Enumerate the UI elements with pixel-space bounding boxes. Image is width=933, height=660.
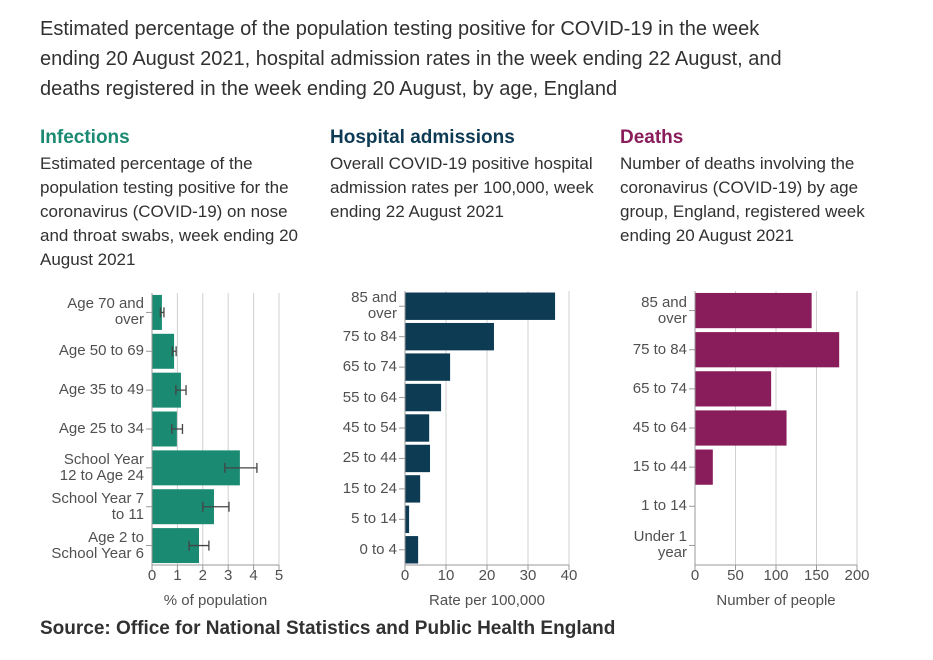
bar <box>695 449 713 485</box>
x-axis-label: % of population <box>164 592 267 609</box>
x-tick-label: 2 <box>199 567 207 584</box>
bar <box>405 536 419 564</box>
x-tick-label: 4 <box>249 567 257 584</box>
panel-title: Infections <box>40 127 130 148</box>
y-tick-label: 75 to 84 <box>632 340 687 358</box>
bar <box>695 410 787 446</box>
y-tick-label: 45 to 54 <box>342 419 397 436</box>
x-tick-label: 0 <box>691 567 699 584</box>
bar <box>695 292 812 329</box>
panel-subtitle: Estimated percentage of the population t… <box>40 154 299 269</box>
bar <box>405 353 451 381</box>
y-tick-label: 75 to 84 <box>342 327 397 345</box>
error-bar <box>175 385 187 396</box>
bar <box>152 294 162 330</box>
panel-title: Deaths <box>620 127 684 148</box>
y-tick-label: 5 to 14 <box>351 510 397 528</box>
panel-subtitle: Number of deaths involving the coronavir… <box>620 154 865 245</box>
x-tick-label: 3 <box>224 567 232 584</box>
error-bar <box>202 501 230 512</box>
y-tick-label: 85 and over <box>641 293 687 327</box>
y-tick-label: 65 to 74 <box>632 379 687 397</box>
y-tick-label: 15 to 44 <box>632 458 687 476</box>
panel-title: Hospital admissions <box>330 127 515 148</box>
x-tick-label: 10 <box>438 567 455 584</box>
x-tick-label: 0 <box>401 567 409 584</box>
error-bar <box>159 307 165 318</box>
error-bar <box>224 462 258 473</box>
y-tick-label: Age 50 to 69 <box>58 342 144 360</box>
y-tick-label: 0 to 4 <box>359 540 397 558</box>
bar <box>152 333 175 369</box>
x-axis-label: Rate per 100,000 <box>429 592 545 609</box>
bar <box>405 322 494 351</box>
x-tick-label: 1 <box>173 567 181 584</box>
figure-title: Estimated percentage of the population t… <box>40 18 782 100</box>
x-tick-label: 30 <box>520 567 537 584</box>
x-tick-label: 40 <box>561 567 578 584</box>
y-tick-label: 45 to 64 <box>632 419 687 436</box>
y-tick-label: 65 to 74 <box>342 358 397 376</box>
error-bar <box>188 540 210 551</box>
bar <box>405 444 431 473</box>
y-tick-label: School Year 12 to Age 24 <box>59 450 144 484</box>
x-tick-label: 200 <box>844 567 869 584</box>
bar <box>695 332 840 368</box>
bar <box>695 371 772 407</box>
y-tick-label: 55 to 64 <box>342 388 397 406</box>
y-tick-label: Age 70 and over <box>67 295 144 329</box>
error-bar <box>171 346 177 357</box>
x-tick-label: 5 <box>275 567 283 584</box>
x-tick-label: 20 <box>479 567 496 584</box>
error-bar <box>171 424 184 434</box>
panel-subtitle: Overall COVID-19 positive hospital admis… <box>330 154 594 221</box>
x-tick-label: 0 <box>148 567 156 584</box>
y-tick-label: Age 25 to 34 <box>58 420 144 437</box>
x-axis-label: Number of people <box>716 592 835 609</box>
source: Source: Office for National Statistics a… <box>40 618 616 639</box>
bar <box>405 475 421 503</box>
y-tick-label: School Year 7 to 11 <box>51 489 144 523</box>
bar <box>405 505 410 534</box>
x-tick-label: 50 <box>727 567 744 584</box>
y-tick-label: 85 and over <box>351 289 397 323</box>
bar <box>405 292 556 320</box>
y-tick-label: Under 1 year <box>633 528 687 562</box>
x-tick-label: 150 <box>804 567 829 584</box>
y-tick-label: 25 to 44 <box>342 449 397 467</box>
bar <box>405 414 430 442</box>
y-tick-label: 1 to 14 <box>641 497 687 515</box>
x-tick-label: 100 <box>763 567 788 584</box>
y-tick-label: Age 35 to 49 <box>58 381 144 399</box>
y-tick-label: Age 2 to School Year 6 <box>51 528 144 562</box>
y-tick-label: 15 to 24 <box>342 479 397 497</box>
bar <box>405 383 442 412</box>
